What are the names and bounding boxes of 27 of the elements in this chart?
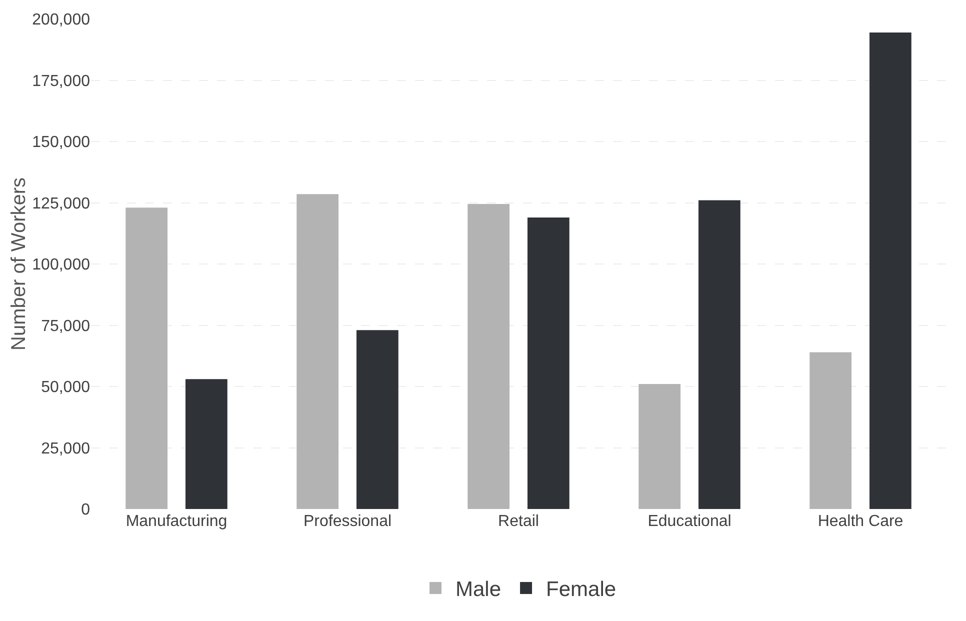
bar <box>869 32 912 509</box>
y-tick-label: 100,000 <box>32 256 90 274</box>
y-axis-title: Number of Workers <box>8 177 30 351</box>
bar <box>468 204 510 509</box>
bar <box>638 384 681 509</box>
bar <box>527 217 570 509</box>
x-tick-label: Health Care <box>818 513 904 530</box>
legend-label: Male <box>456 578 502 602</box>
x-tick-label: Professional <box>303 513 392 530</box>
y-tick-label: 175,000 <box>32 72 90 90</box>
y-tick-label: 150,000 <box>32 134 90 152</box>
legend-label: Female <box>546 578 616 602</box>
bar <box>356 330 398 509</box>
bar <box>810 352 852 509</box>
x-tick-label: Educational <box>648 513 732 530</box>
y-tick-label: 0 <box>81 502 90 519</box>
y-tick-label: 75,000 <box>41 318 90 335</box>
x-tick-label: Retail <box>498 513 539 530</box>
y-tick-label: 50,000 <box>41 379 90 396</box>
y-tick-label: 25,000 <box>41 440 90 458</box>
bar <box>185 379 228 509</box>
y-tick-label: 200,000 <box>32 12 90 29</box>
y-tick-label: 125,000 <box>32 195 90 212</box>
x-tick-label: Manufacturing <box>126 513 228 530</box>
bar <box>698 200 740 509</box>
bar <box>296 194 339 509</box>
bar <box>126 208 168 509</box>
